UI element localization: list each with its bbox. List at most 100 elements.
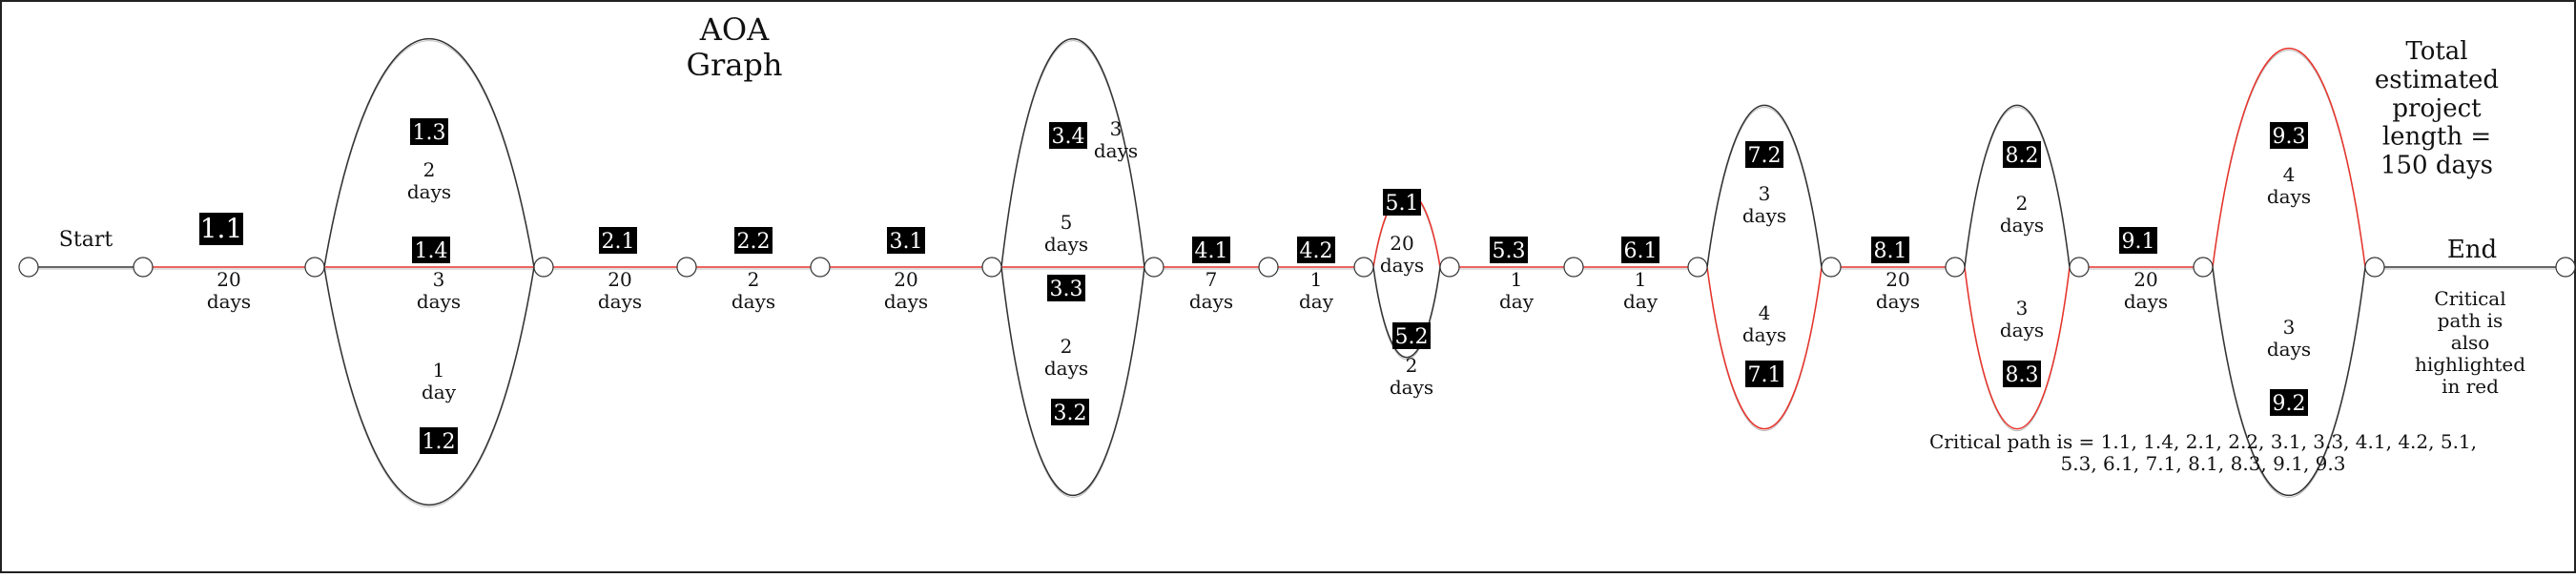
activity-tag-3.2: 3.2	[1054, 402, 1087, 425]
activity-tag-8.2: 8.2	[2006, 144, 2039, 168]
total-length-note: Total estimated project length = 150 days	[2375, 37, 2499, 180]
activity-tag-3.4: 3.4	[1052, 125, 1085, 149]
activity-tag-1.4: 1.4	[415, 239, 448, 263]
activity-edge-9.2	[2212, 266, 2366, 496]
activity-tag-box-3.3	[1047, 275, 1085, 301]
activity-tag-5.3: 5.3	[1493, 239, 1526, 263]
activity-edges	[38, 37, 2556, 507]
activity-tag-7.2: 7.2	[1748, 144, 1782, 168]
activity-tag-box-4.2	[1297, 237, 1335, 263]
activity-tag-box-3.1	[887, 227, 925, 254]
activity-tag-box-9.1	[2119, 227, 2157, 254]
critical-path-list: Critical path is = 1.1, 1.4, 2.1, 2.2, 3…	[1929, 430, 2477, 475]
activity-duration-2.2: 2 days	[732, 268, 775, 313]
activity-tag-3.3: 3.3	[1050, 278, 1083, 301]
event-node-6	[981, 257, 1002, 278]
activity-tag-9.1: 9.1	[2122, 230, 2155, 254]
activity-tag-box-4.1	[1192, 237, 1230, 263]
activity-duration-1.2: 1 day	[422, 359, 457, 403]
activity-duration-1.4: 3 days	[417, 268, 461, 313]
activity-duration-1.1: 20 days	[207, 268, 251, 313]
activity-duration-8.2: 2 days	[2000, 192, 2044, 237]
activity-edge-5.2	[1372, 266, 1441, 359]
activity-duration-4.2: 1 day	[1299, 268, 1334, 313]
activity-tag-9.2: 9.2	[2273, 392, 2306, 416]
event-node-8	[1258, 257, 1279, 278]
activity-edge-7.2	[1706, 104, 1823, 268]
diagram-title: AOA Graph	[686, 11, 782, 83]
activity-tag-1.1: 1.1	[200, 213, 243, 244]
activity-edge-7.1	[1706, 266, 1823, 430]
event-node-18	[2555, 257, 2576, 278]
diagram-notes: AOA Graph Total estimated project length = 150…	[59, 11, 2525, 475]
event-node-13	[1821, 257, 1842, 278]
activity-duration-5.3: 1 day	[1499, 268, 1535, 313]
activity-duration-2.1: 20 days	[598, 268, 642, 313]
activity-tag-box-9.2	[2270, 389, 2308, 416]
activity-tag-box-3.4	[1049, 122, 1087, 149]
activity-tag-6.1: 6.1	[1624, 239, 1658, 263]
activity-duration-5.2: 2 days	[1390, 354, 1433, 399]
activity-tag-box-2.1	[599, 227, 637, 254]
activity-tag-box-3.2	[1051, 399, 1089, 425]
activity-duration-7.2: 3 days	[1742, 182, 1786, 227]
activity-tag-7.1: 7.1	[1748, 363, 1782, 387]
activity-tag-8.1: 8.1	[1874, 239, 1907, 263]
activity-tag-box-8.3	[2003, 361, 2041, 387]
activity-duration-5.1: 20 days	[1380, 232, 1424, 277]
activity-tag-box-6.1	[1621, 237, 1659, 263]
activity-tag-9.3: 9.3	[2273, 125, 2306, 149]
activity-tag-box-1.1	[199, 213, 243, 245]
critical-highlight-note: Critical path is also highlighted in red	[2415, 287, 2525, 398]
event-node-0	[18, 257, 39, 278]
activity-tag-2.2: 2.2	[737, 230, 771, 254]
event-node-9	[1353, 257, 1374, 278]
activity-duration-8.1: 20 days	[1876, 268, 1920, 313]
activity-tag-4.2: 4.2	[1300, 239, 1333, 263]
activity-duration-1.3: 2 days	[407, 158, 451, 203]
activity-tag-box-8.2	[2003, 141, 2041, 168]
event-node-14	[1945, 257, 1966, 278]
event-node-3	[533, 257, 554, 278]
activity-duration-3.1: 20 days	[884, 268, 928, 313]
activity-tag-2.1: 2.1	[602, 230, 635, 254]
end-label: End	[2447, 236, 2497, 264]
activity-duration-9.1: 20 days	[2124, 268, 2168, 313]
activity-tag-5.2: 5.2	[1395, 325, 1429, 349]
activity-duration-3.2: 2 days	[1044, 335, 1088, 380]
event-node-17	[2364, 257, 2385, 278]
activity-tag-box-1.2	[420, 427, 458, 454]
event-node-4	[676, 257, 697, 278]
activity-labels: 1.1 20 days 1.3 2 days 1.4 3 days 1.2 1 day 2.1 20 day…	[199, 117, 2311, 454]
activity-tag-5.1: 5.1	[1386, 192, 1419, 216]
event-node-7	[1144, 257, 1164, 278]
event-node-2	[304, 257, 325, 278]
activity-duration-3.4: 3 days	[1094, 117, 1138, 162]
activity-duration-4.1: 7 days	[1189, 268, 1233, 313]
activity-tag-box-2.2	[734, 227, 773, 254]
activity-duration-3.3: 5 days	[1044, 211, 1088, 256]
activity-tag-3.1: 3.1	[890, 230, 923, 254]
activity-duration-6.1: 1 day	[1623, 268, 1659, 313]
activity-duration-8.3: 3 days	[2000, 297, 2044, 341]
activity-edge-3.2	[1000, 266, 1145, 496]
activity-tag-8.3: 8.3	[2006, 363, 2039, 387]
event-node-11	[1563, 257, 1584, 278]
event-node-16	[2193, 257, 2214, 278]
activity-tag-box-1.4	[412, 237, 450, 263]
activity-tag-box-8.1	[1871, 237, 1909, 263]
activity-edge-1.2	[323, 266, 535, 506]
activity-tag-box-7.1	[1745, 361, 1783, 387]
activity-tag-box-5.2	[1392, 322, 1431, 349]
activity-tag-4.1: 4.1	[1195, 239, 1228, 263]
activity-tag-1.2: 1.2	[422, 430, 456, 454]
activity-tag-box-5.3	[1490, 237, 1528, 263]
activity-tag-box-1.3	[410, 118, 448, 145]
activity-edge-3.4	[1000, 38, 1145, 268]
activity-duration-9.3: 4 days	[2267, 163, 2311, 208]
activity-tag-1.3: 1.3	[413, 121, 446, 145]
event-node-15	[2069, 257, 2090, 278]
